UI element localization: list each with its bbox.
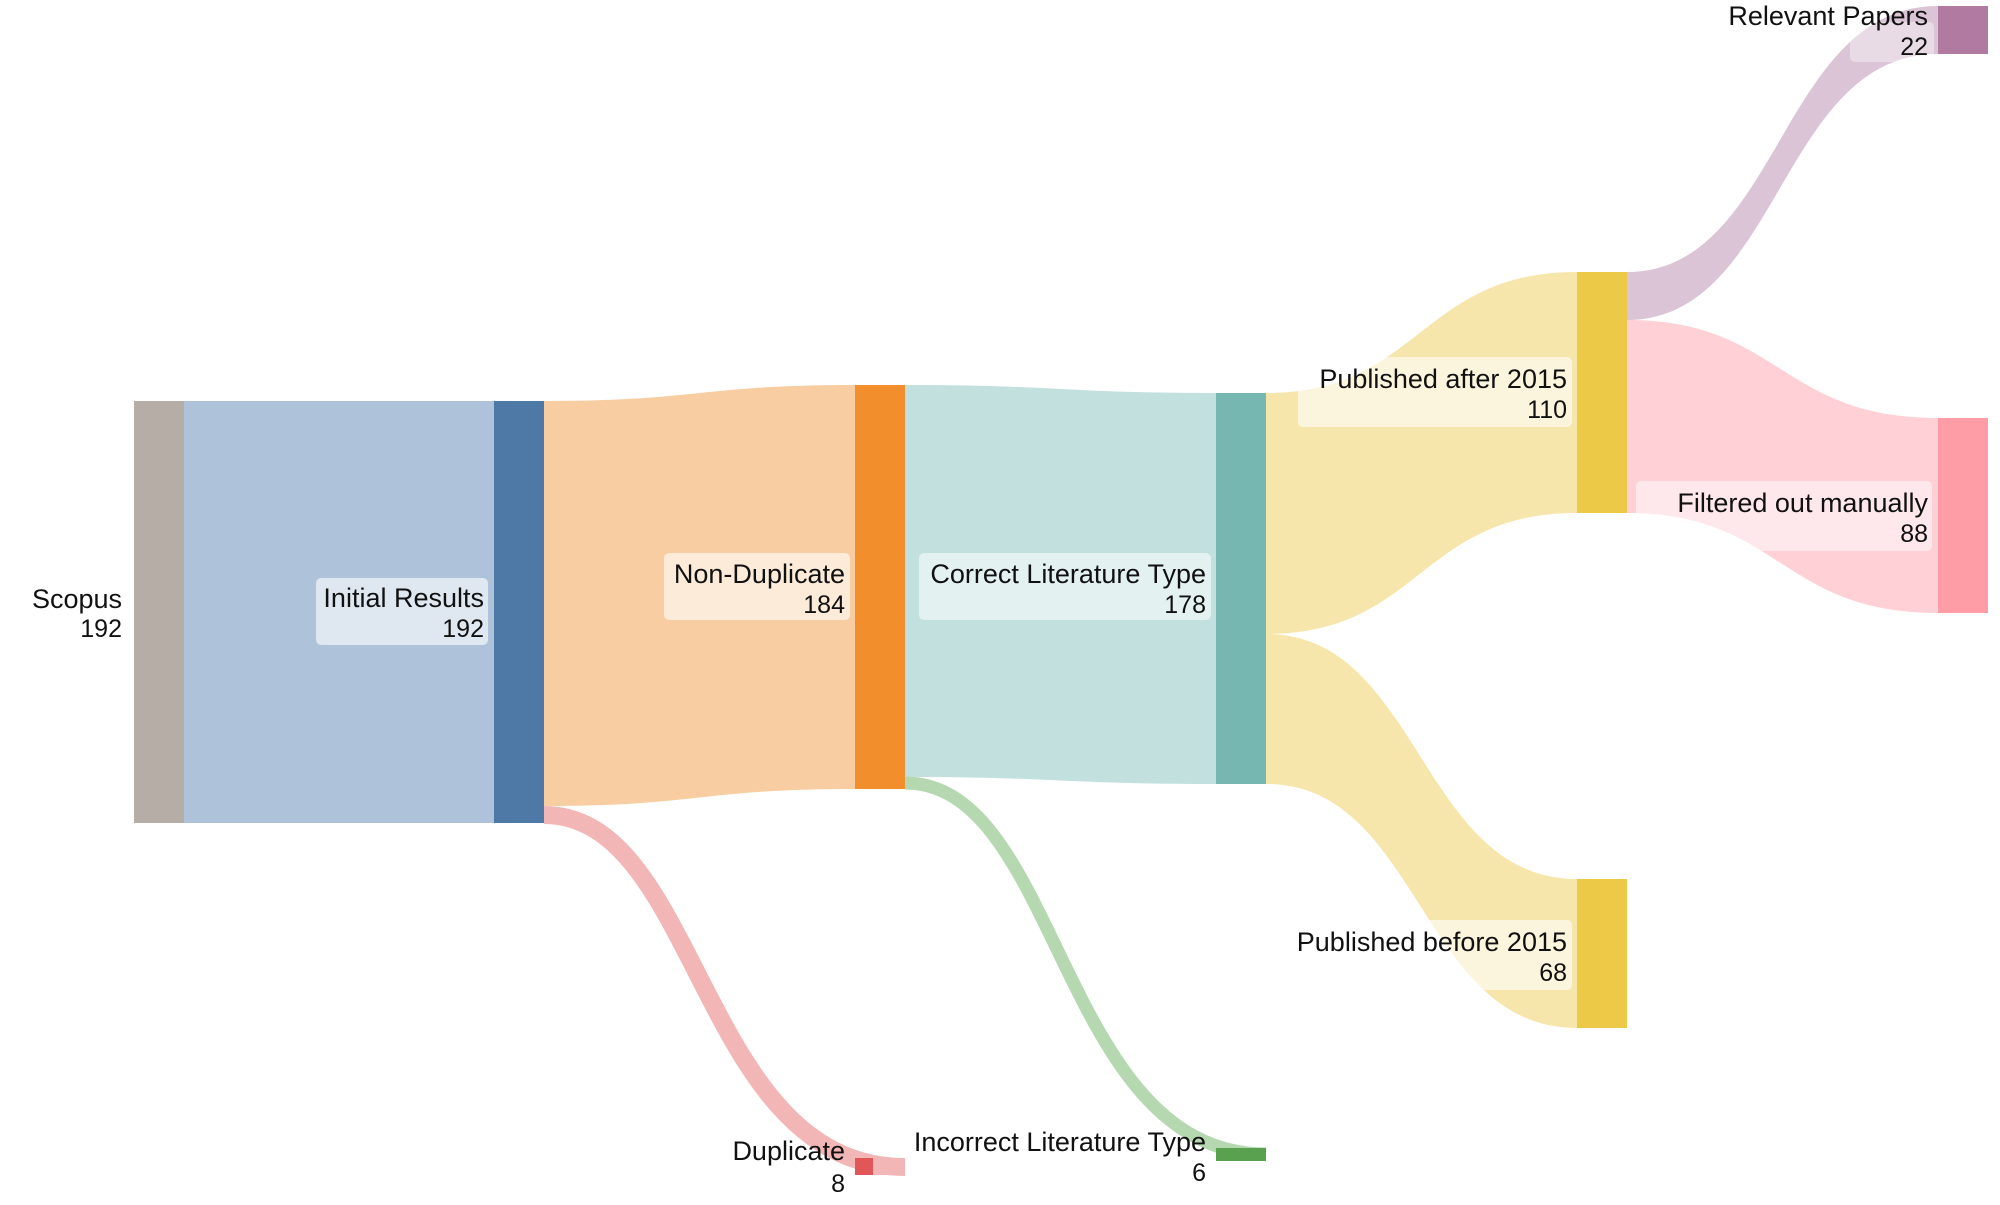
node-initial — [494, 401, 544, 823]
node-duplicate — [855, 1158, 873, 1175]
label-filtered-value: 88 — [1900, 520, 1928, 548]
node-nondup — [855, 385, 905, 789]
node-correct — [1216, 393, 1266, 784]
label-relevant-name: Relevant Papers — [1728, 1, 1928, 31]
label-bg-initial — [316, 578, 488, 645]
label-nondup-name: Non-Duplicate — [674, 559, 845, 589]
node-incorrect — [1216, 1148, 1266, 1161]
node-relevant — [1938, 6, 1988, 54]
node-scopus — [134, 401, 184, 823]
node-duplicate-tail — [873, 1158, 905, 1175]
label-initial-value: 192 — [442, 615, 484, 643]
label-nondup-value: 184 — [803, 591, 845, 619]
label-incorrect-name: Incorrect Literature Type — [914, 1127, 1206, 1157]
link-after2015-filtered — [1627, 320, 1938, 613]
label-relevant-value: 22 — [1900, 33, 1928, 61]
link-nondup-incorrect — [904, 776, 1267, 1161]
label-duplicate-value: 8 — [831, 1170, 845, 1198]
label-backdrops — [316, 22, 1934, 990]
label-duplicate-name: Duplicate — [732, 1136, 845, 1166]
label-incorrect-value: 6 — [1192, 1159, 1206, 1187]
node-before2015 — [1577, 879, 1627, 1028]
labels: Scopus 192 Initial Results 192 Non-Dupli… — [32, 1, 1929, 1198]
node-after2015 — [1577, 272, 1627, 513]
link-initial-duplicate — [543, 806, 906, 1176]
label-bg-correct — [919, 553, 1211, 620]
label-bg-filtered — [1636, 481, 1932, 551]
label-before2015-name: Published before 2015 — [1297, 927, 1567, 957]
label-after2015-name: Published after 2015 — [1319, 364, 1567, 394]
label-filtered-name: Filtered out manually — [1677, 488, 1928, 518]
label-bg-after2015 — [1298, 357, 1572, 427]
label-bg-before2015 — [1280, 920, 1572, 990]
nodes — [134, 6, 1988, 1175]
label-scopus-name: Scopus — [32, 584, 122, 614]
label-before2015-value: 68 — [1539, 959, 1567, 987]
label-initial-name: Initial Results — [323, 583, 484, 613]
label-correct-name: Correct Literature Type — [930, 559, 1206, 589]
label-bg-relevant — [1850, 22, 1934, 62]
node-filtered — [1938, 418, 1988, 613]
label-after2015-value: 110 — [1527, 396, 1567, 424]
label-scopus-value: 192 — [80, 615, 122, 643]
link-correct-after2015 — [1266, 272, 1577, 634]
label-bg-nondup — [664, 553, 850, 620]
label-correct-value: 178 — [1164, 591, 1206, 619]
link-after2015-relevant — [1627, 6, 1938, 320]
